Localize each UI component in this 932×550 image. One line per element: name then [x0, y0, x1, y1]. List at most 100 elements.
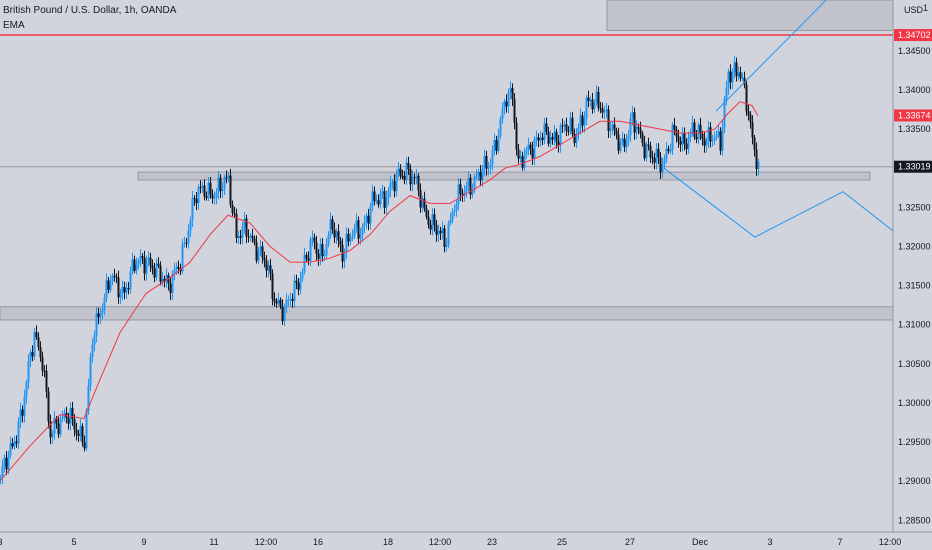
candle — [701, 130, 704, 146]
candle-body — [0, 477, 2, 479]
candle-body — [651, 157, 654, 159]
symbol-title[interactable]: British Pound / U.S. Dollar, 1h, OANDA — [3, 5, 177, 16]
candle-body — [177, 266, 180, 269]
time-tick-label: 5 — [71, 537, 76, 547]
candle-body — [743, 77, 746, 85]
candle — [145, 255, 148, 281]
candle-body — [565, 124, 568, 131]
candle — [699, 117, 702, 140]
candle — [293, 275, 296, 308]
candle — [681, 126, 684, 152]
support-zone-upper[interactable] — [137, 171, 871, 181]
candle-body — [729, 71, 732, 83]
candle — [405, 157, 408, 186]
candle-body — [453, 211, 456, 213]
candle-body — [625, 139, 628, 148]
candle — [413, 173, 416, 185]
candle-body — [221, 189, 224, 192]
candle — [441, 221, 444, 240]
projection-upper[interactable] — [715, 0, 830, 112]
candle-body — [469, 177, 472, 195]
candle — [693, 118, 696, 140]
projection-down[interactable] — [663, 167, 894, 238]
candle — [1, 459, 4, 485]
candle-body — [309, 239, 312, 261]
top-right-zone[interactable] — [606, 0, 894, 32]
indicator-label[interactable]: EMA — [3, 20, 25, 31]
candle — [505, 94, 508, 113]
support-zone-lower[interactable] — [0, 306, 894, 321]
candle-body — [635, 126, 638, 133]
candle-body — [385, 197, 388, 208]
candle — [189, 216, 192, 237]
candle-body — [301, 271, 304, 279]
candle-body — [233, 213, 236, 215]
candle — [539, 131, 542, 147]
time-axis[interactable]: 3 5 9 11 12:00 16 18 12:00 23 25 27 Dec 3 7 12:00 — [0, 537, 901, 547]
candle-body — [679, 141, 682, 145]
candle — [267, 260, 270, 278]
candle-body — [613, 124, 616, 131]
candle — [615, 127, 618, 140]
candle — [61, 410, 64, 423]
price-axis[interactable] — [893, 0, 932, 550]
candle-body — [657, 149, 660, 158]
candle-body — [593, 103, 596, 110]
candle-body — [41, 357, 44, 371]
candle — [621, 131, 624, 146]
candle — [529, 141, 532, 155]
candle-body — [263, 257, 266, 261]
price-tag-ema: 1.33674 — [894, 109, 932, 122]
time-tick-label: 16 — [313, 537, 323, 547]
candle-body — [371, 191, 374, 207]
candle — [187, 224, 190, 249]
candle-body — [249, 235, 252, 237]
candle-body — [315, 242, 318, 254]
candle-body — [329, 219, 332, 236]
ema-line — [0, 101, 759, 482]
candle — [487, 161, 490, 176]
candle — [537, 133, 540, 148]
candle-body — [229, 175, 232, 205]
currency-label[interactable]: USD — [904, 5, 924, 15]
candle — [631, 106, 634, 126]
candle — [465, 181, 468, 198]
candle — [381, 184, 384, 199]
candle — [49, 414, 52, 445]
candle-body — [45, 370, 48, 392]
candle — [285, 293, 288, 313]
candle — [645, 141, 648, 162]
candle — [313, 233, 316, 250]
candle-body — [183, 242, 186, 245]
candle — [735, 57, 738, 82]
candle — [391, 178, 394, 190]
candle-body — [305, 254, 308, 259]
candle-body — [751, 122, 754, 138]
candle — [719, 127, 722, 155]
candle-body — [207, 182, 210, 198]
candle-body — [169, 283, 172, 293]
candle — [349, 232, 352, 246]
candle-body — [147, 257, 150, 260]
candle — [525, 146, 528, 159]
candle-body — [607, 109, 610, 131]
candle-body — [227, 175, 230, 179]
candle-body — [163, 278, 166, 282]
candle — [415, 168, 418, 185]
candle-body — [467, 177, 470, 187]
candle — [103, 293, 106, 316]
candle — [209, 177, 212, 199]
candle-body — [3, 457, 6, 467]
candle — [245, 214, 248, 244]
candle — [483, 149, 486, 176]
candle — [215, 187, 218, 205]
candle — [131, 252, 134, 275]
candle — [565, 117, 568, 137]
candle-body — [81, 426, 84, 443]
candle-body — [239, 236, 242, 238]
candle-body — [109, 281, 112, 291]
candle-body — [579, 115, 582, 128]
zones-layer — [0, 0, 894, 321]
candle — [355, 213, 358, 233]
